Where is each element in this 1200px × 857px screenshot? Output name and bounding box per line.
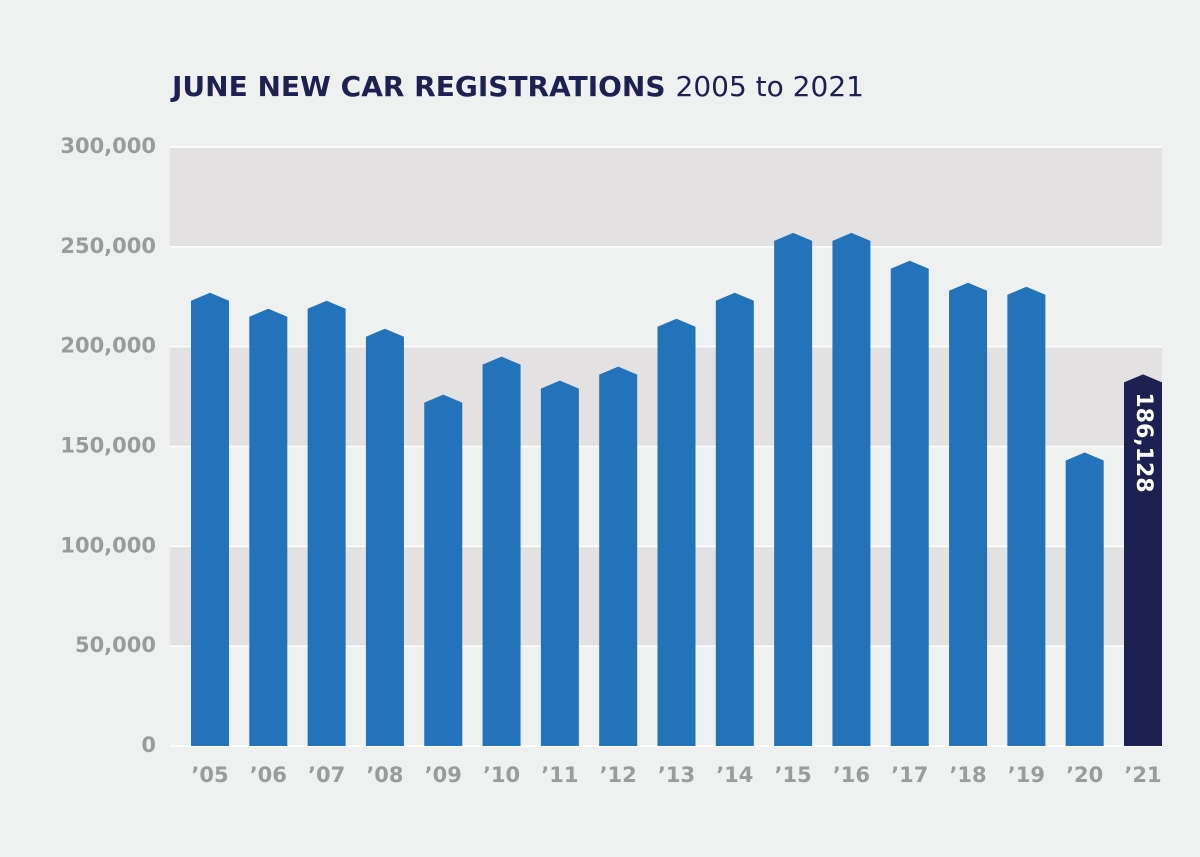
x-tick-label: ’11 bbox=[541, 763, 578, 787]
chart-subtitle: 2005 to 2021 bbox=[676, 70, 864, 103]
y-tick-label: 50,000 bbox=[75, 633, 156, 657]
x-tick-label: ’06 bbox=[250, 763, 287, 787]
x-tick-label: ’12 bbox=[600, 763, 637, 787]
x-tick-label: ’09 bbox=[425, 763, 462, 787]
x-tick-label: ’18 bbox=[949, 763, 986, 787]
bar bbox=[1007, 286, 1046, 746]
x-tick-label: ’05 bbox=[191, 763, 228, 787]
bar bbox=[949, 282, 988, 746]
y-tick-label: 0 bbox=[141, 733, 156, 757]
bar bbox=[307, 300, 346, 746]
bar bbox=[715, 292, 754, 746]
x-tick-label: ’15 bbox=[775, 763, 812, 787]
x-tick-label: ’20 bbox=[1066, 763, 1103, 787]
bar bbox=[890, 260, 929, 746]
x-tick-label: ’16 bbox=[833, 763, 870, 787]
y-tick-label: 300,000 bbox=[60, 134, 156, 158]
x-tick-label: ’14 bbox=[716, 763, 753, 787]
value-label: 186,128 bbox=[1131, 392, 1156, 492]
chart-title: JUNE NEW CAR REGISTRATIONS bbox=[170, 70, 666, 103]
y-tick-label: 150,000 bbox=[60, 434, 156, 458]
bar bbox=[774, 232, 813, 746]
x-tick-label: ’08 bbox=[366, 763, 403, 787]
bar bbox=[1124, 374, 1162, 746]
bar bbox=[249, 308, 288, 746]
bar bbox=[599, 366, 638, 746]
bar bbox=[424, 394, 463, 746]
bar bbox=[832, 232, 871, 746]
y-tick-label: 200,000 bbox=[60, 334, 156, 358]
x-tick-label: ’17 bbox=[891, 763, 928, 787]
grid-band bbox=[170, 147, 1162, 247]
x-tick-label: ’19 bbox=[1008, 763, 1045, 787]
bar bbox=[191, 292, 229, 746]
bar bbox=[365, 328, 404, 746]
bar bbox=[482, 356, 521, 746]
y-tick-label: 100,000 bbox=[60, 533, 156, 557]
y-tick-label: 250,000 bbox=[60, 234, 156, 258]
bar bbox=[657, 318, 696, 746]
x-tick-label: ’10 bbox=[483, 763, 520, 787]
x-tick-label: ’13 bbox=[658, 763, 695, 787]
bar bbox=[540, 380, 579, 746]
x-tick-label: ’07 bbox=[308, 763, 345, 787]
bar bbox=[1065, 452, 1104, 746]
x-tick-label: ’21 bbox=[1124, 763, 1161, 787]
